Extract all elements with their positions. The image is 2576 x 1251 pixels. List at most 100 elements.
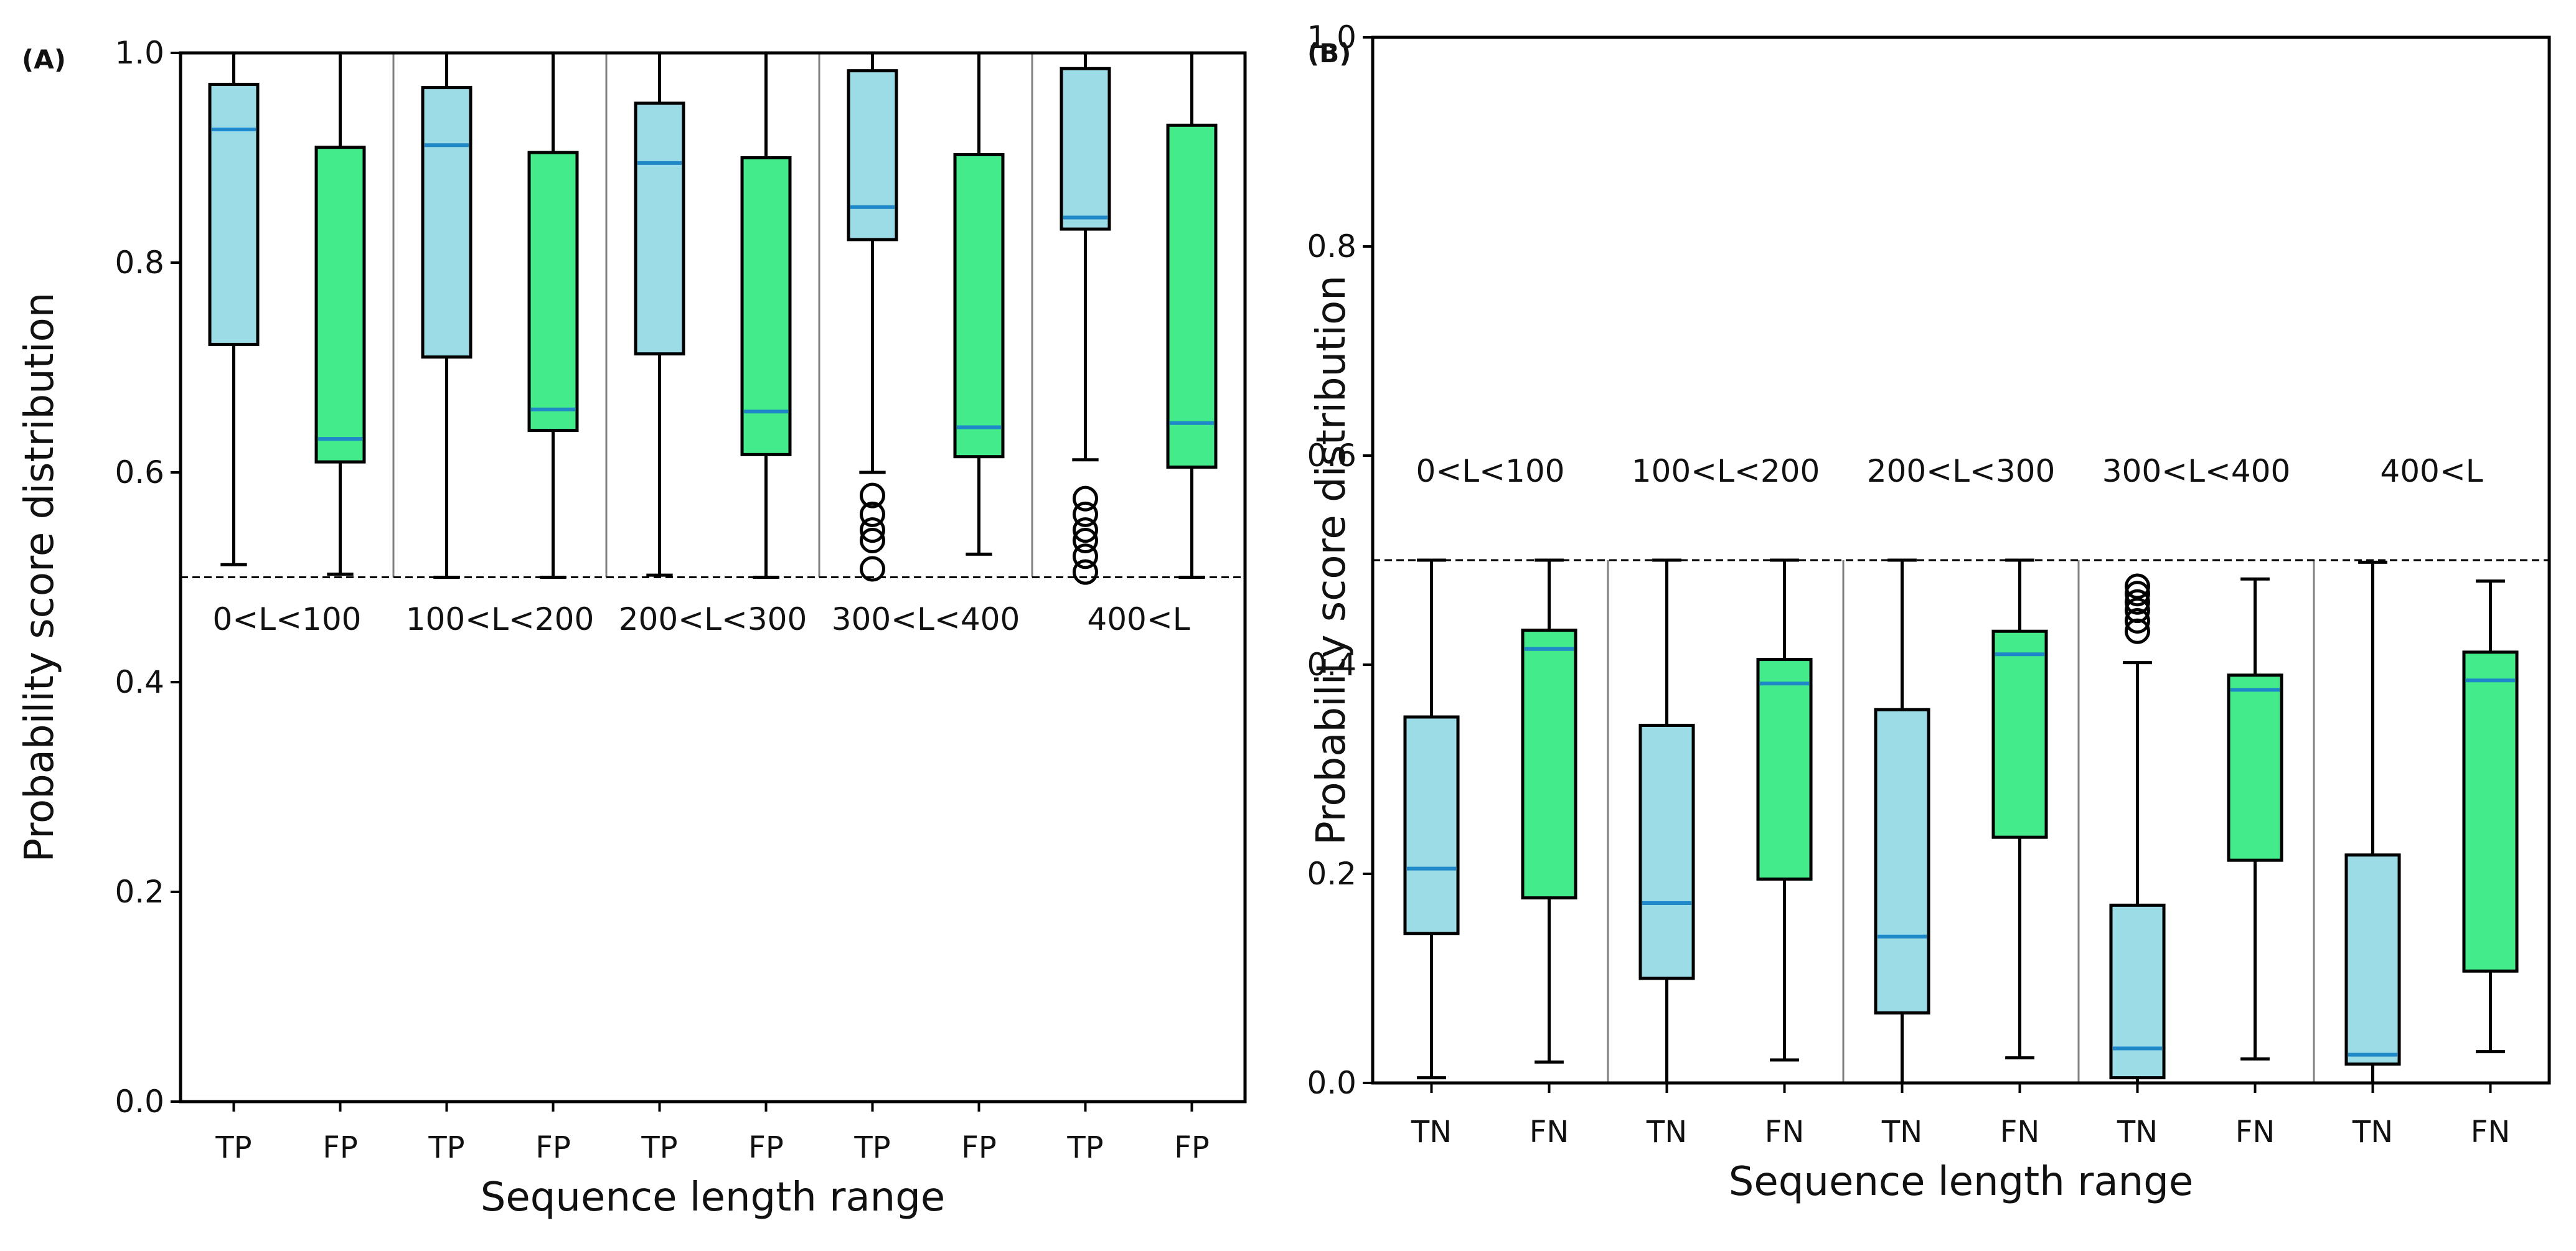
- range-label: 100<L<200: [1632, 453, 1820, 489]
- box-iqr: [314, 146, 366, 464]
- panel-a: (A) TP FP TP FP TP FP TP FP TP FP 0<L<100 100<L<200 2…: [17, 35, 1247, 1221]
- box-fp-2: [527, 51, 579, 579]
- outlier-point: [1073, 501, 1098, 527]
- box-iqr: [1638, 723, 1695, 980]
- box-iqr: [208, 83, 260, 346]
- box-tp-3: [634, 51, 685, 577]
- x-tick-label: TP: [215, 1130, 251, 1165]
- box-tn-3: [1874, 558, 1930, 1085]
- x-tick-label: TN: [2117, 1115, 2158, 1150]
- x-tick-label: FN: [2000, 1115, 2040, 1150]
- x-tick-label: FP: [748, 1130, 784, 1165]
- x-tick-label: FN: [2471, 1115, 2511, 1150]
- outlier-point: [1073, 517, 1098, 543]
- x-tick-label: TP: [1066, 1130, 1103, 1165]
- x-axis-title: Sequence length range: [1729, 1159, 2193, 1205]
- box-iqr: [847, 69, 898, 241]
- x-tick-label: TP: [641, 1130, 677, 1165]
- x-tick-label: FN: [1765, 1115, 1805, 1150]
- box-iqr: [740, 156, 792, 456]
- x-axis-title: Sequence length range: [481, 1174, 945, 1221]
- x-tick-label: TN: [1646, 1115, 1687, 1150]
- box-iqr: [1060, 67, 1111, 231]
- x-tick-label: TN: [2352, 1115, 2393, 1150]
- box-tp-5: [1060, 51, 1111, 585]
- panel-label: (A): [22, 44, 66, 75]
- box-iqr: [1403, 715, 1460, 935]
- x-tick-label: TN: [1411, 1115, 1452, 1150]
- y-axis-title: Probability score distribution: [1309, 275, 1355, 845]
- y-tick-label: 0.8: [115, 245, 164, 281]
- outlier-point: [860, 556, 885, 582]
- range-label: 300<L<400: [2102, 453, 2291, 489]
- y-axis-title: Probability score distribution: [17, 293, 63, 863]
- outlier-point: [1073, 528, 1098, 554]
- box-iqr: [1756, 658, 1813, 881]
- box-iqr: [527, 151, 579, 433]
- y-tick-label: 0.4: [1307, 647, 1356, 683]
- box-fp-3: [740, 51, 792, 579]
- box-tp-4: [847, 51, 898, 582]
- range-label: 300<L<400: [832, 601, 1020, 637]
- y-tick-label: 0.4: [115, 664, 164, 700]
- outlier-point: [860, 517, 885, 543]
- box-iqr: [2462, 650, 2519, 973]
- y-tick-label: 0.2: [115, 874, 164, 910]
- outlier-point: [1073, 485, 1098, 512]
- box-iqr: [1991, 629, 2048, 839]
- y-tick-label: 1.0: [1307, 19, 1356, 55]
- outlier-point: [2125, 573, 2150, 599]
- x-tick-label: TP: [853, 1130, 890, 1165]
- x-tick-label: FP: [1174, 1130, 1210, 1165]
- range-label: 100<L<200: [406, 601, 595, 637]
- box-iqr: [2109, 903, 2166, 1080]
- x-tick-label: FN: [2235, 1115, 2275, 1150]
- box-fp-4: [953, 51, 1005, 556]
- box-iqr: [1874, 708, 1930, 1014]
- y-tick-label: 0.8: [1307, 228, 1356, 265]
- x-tick-label: FP: [322, 1130, 358, 1165]
- outlier-point: [2125, 581, 2150, 607]
- box-fn-1: [1521, 558, 1577, 1064]
- box-fp-1: [314, 51, 366, 576]
- outlier-point: [860, 501, 885, 527]
- range-label: 400<L: [2380, 453, 2483, 489]
- outlier-point: [1073, 543, 1098, 569]
- y-tick-label: 0.0: [1307, 1065, 1356, 1101]
- box-iqr: [1521, 629, 1577, 900]
- x-tick-label: FP: [535, 1130, 571, 1165]
- panel-b: (B) TN FN TN FN TN FN TN FN TN FN 0<L<100 100<L<200 2…: [1307, 19, 2551, 1205]
- y-tick-label: 0.6: [1307, 438, 1356, 474]
- box-fn-3: [1991, 558, 2048, 1060]
- x-tick-label: TN: [1881, 1115, 1922, 1150]
- range-label: 200<L<300: [1867, 453, 2056, 489]
- outlier-point: [860, 482, 885, 508]
- box-fn-5: [2462, 579, 2519, 1054]
- box-tn-5: [2344, 560, 2401, 1085]
- range-label: 0<L<100: [1416, 453, 1565, 489]
- box-iqr: [953, 152, 1005, 459]
- box-iqr: [2344, 853, 2401, 1066]
- x-tick-label: FP: [961, 1130, 997, 1165]
- box-fn-2: [1756, 558, 1813, 1062]
- box-fn-4: [2227, 577, 2283, 1061]
- y-tick-label: 1.0: [115, 35, 164, 71]
- range-label: 400<L: [1087, 601, 1190, 637]
- box-tn-1: [1403, 558, 1460, 1080]
- x-tick-label: FN: [1530, 1115, 1569, 1150]
- box-iqr: [421, 86, 472, 359]
- box-tn-2: [1638, 558, 1695, 1085]
- box-tp-2: [421, 51, 472, 579]
- plot-frame: [1371, 35, 2551, 1085]
- plot-frame: [179, 51, 1247, 1103]
- panel-label: (B): [1307, 38, 1351, 68]
- outlier-point: [2125, 607, 2150, 634]
- box-tp-1: [208, 51, 260, 566]
- box-iqr: [1166, 123, 1218, 469]
- y-tick-label: 0.0: [115, 1084, 164, 1120]
- outlier-point: [2125, 589, 2150, 615]
- outlier-point: [1073, 559, 1098, 585]
- y-tick-label: 0.6: [115, 454, 164, 490]
- box-fp-5: [1166, 51, 1218, 579]
